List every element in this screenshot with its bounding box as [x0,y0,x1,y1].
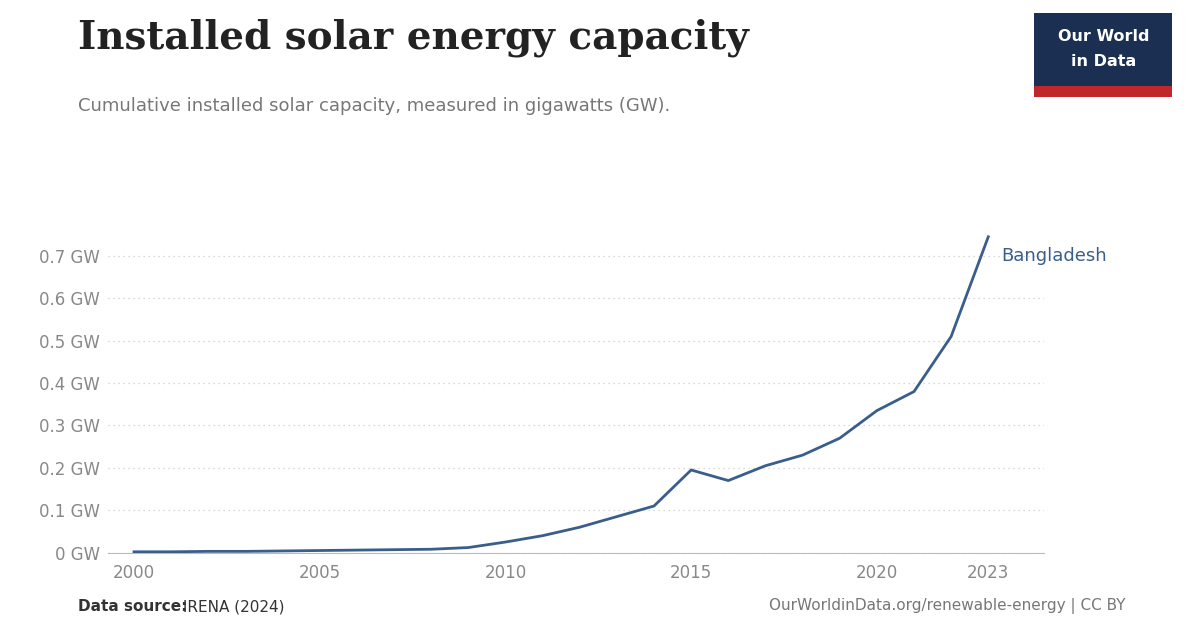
Text: Data source:: Data source: [78,599,187,614]
Text: Our World: Our World [1057,29,1150,44]
Text: IRENA (2024): IRENA (2024) [178,599,284,614]
Text: Installed solar energy capacity: Installed solar energy capacity [78,19,749,57]
Text: Cumulative installed solar capacity, measured in gigawatts (GW).: Cumulative installed solar capacity, mea… [78,97,671,116]
Text: OurWorldinData.org/renewable-energy | CC BY: OurWorldinData.org/renewable-energy | CC… [769,598,1126,614]
Text: Bangladesh: Bangladesh [1001,247,1106,266]
Text: in Data: in Data [1070,54,1136,69]
